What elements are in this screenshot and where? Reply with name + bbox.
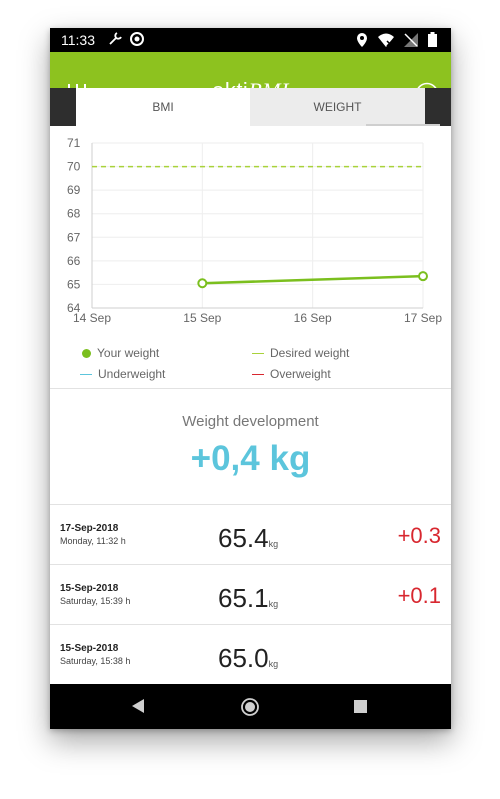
location-icon: [356, 32, 368, 52]
entry-weight: 65.0kg: [218, 643, 278, 674]
y-tick-label: 70: [67, 160, 81, 174]
legend-line: [80, 373, 92, 375]
tab-bar-edge-left: [50, 88, 76, 126]
entry-date: 17-Sep-2018: [60, 523, 119, 534]
record-icon: [129, 31, 145, 52]
weight-development-title: Weight development: [182, 413, 319, 430]
entry-time: Saturday, 15:39 h: [60, 596, 131, 606]
legend-your-weight: Your weight: [82, 346, 159, 360]
entry-unit: kg: [268, 659, 279, 669]
home-icon[interactable]: [240, 697, 260, 722]
entry-diff: +0.1: [397, 583, 441, 608]
tab-bar: BMI WEIGHT: [50, 88, 451, 126]
data-point: [418, 271, 428, 282]
weight-entry-row[interactable]: 17-Sep-2018 Monday, 11:32 h 65.4kg +0.3: [50, 504, 451, 565]
tab-bmi[interactable]: BMI: [76, 88, 250, 126]
data-point: [197, 278, 208, 289]
legend-label: Overweight: [270, 367, 331, 381]
entry-unit: kg: [268, 599, 279, 609]
entry-weight: 65.1kg: [218, 583, 278, 614]
y-tick-label: 71: [67, 136, 81, 150]
legend-underweight: Underweight: [80, 367, 165, 381]
y-tick-label: 65: [67, 277, 81, 291]
no-signal-icon: [404, 32, 418, 52]
y-tick-label: 69: [67, 183, 81, 197]
divider: [50, 388, 451, 389]
legend-label: Underweight: [98, 367, 166, 381]
x-tick-label: 17 Sep: [404, 311, 442, 325]
entry-weight-value: 65.4: [218, 523, 269, 553]
x-tick-label: 15 Sep: [183, 311, 221, 325]
legend-line: [252, 352, 264, 354]
phone-screen: 11:33: [50, 28, 451, 729]
weight-entry-row[interactable]: 15-Sep-2018 Saturday, 15:39 h 65.1kg +0.…: [50, 564, 451, 625]
entry-time: Saturday, 15:38 h: [60, 656, 131, 666]
battery-icon: [428, 32, 437, 52]
y-tick-label: 68: [67, 207, 81, 221]
legend-desired-weight: Desired weight: [252, 346, 349, 360]
x-tick-label: 16 Sep: [294, 311, 332, 325]
tab-weight[interactable]: WEIGHT: [250, 88, 425, 126]
tab-bar-edge-right: [425, 88, 451, 126]
weight-entry-row[interactable]: 15-Sep-2018 Saturday, 15:38 h 65.0kg: [50, 624, 451, 685]
entry-unit: kg: [268, 539, 279, 549]
wifi-off-icon: [378, 33, 394, 52]
status-bar: 11:33: [50, 28, 451, 52]
entry-date: 15-Sep-2018: [60, 583, 119, 594]
y-tick-label: 66: [67, 254, 81, 268]
entry-weight: 65.4kg: [218, 523, 278, 554]
tab-indicator: [366, 124, 440, 126]
status-time: 11:33: [61, 32, 95, 48]
x-tick-label: 14 Sep: [73, 311, 111, 325]
y-tick-label: 67: [67, 230, 81, 244]
entry-date: 15-Sep-2018: [60, 643, 119, 654]
entry-weight-value: 65.0: [218, 643, 269, 673]
entry-diff: +0.3: [397, 523, 441, 548]
legend-label: Your weight: [97, 346, 160, 360]
entry-weight-value: 65.1: [218, 583, 269, 613]
weight-development-value: +0,4 kg: [190, 439, 311, 478]
recent-apps-icon[interactable]: [354, 700, 367, 713]
weight-chart: 71 70 69 68 67 66 65 64 14 Sep 15 Sep 16 Sep 17 Sep: [50, 126, 451, 356]
legend-label: Desired weight: [270, 346, 350, 360]
entry-time: Monday, 11:32 h: [60, 536, 126, 546]
chart-legend: Your weight Desired weight Underweight O…: [50, 342, 451, 388]
nav-bar: [50, 684, 451, 729]
legend-overweight: Overweight: [252, 367, 331, 381]
legend-line: [252, 373, 264, 375]
series-line: [202, 274, 424, 285]
tools-icon: [107, 31, 123, 52]
y-tick-label: 64: [67, 301, 81, 315]
back-icon[interactable]: [130, 698, 146, 719]
legend-dot: [82, 348, 91, 358]
